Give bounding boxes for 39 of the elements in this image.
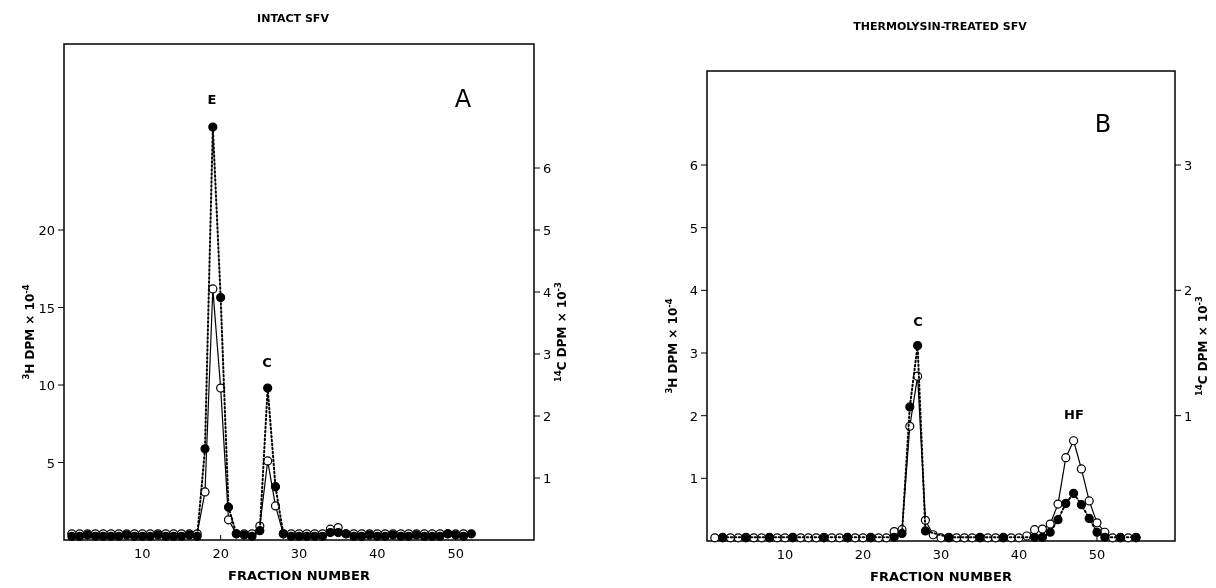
y2-tick-label: 1	[543, 471, 552, 486]
x-tick-label: 30	[932, 547, 950, 562]
annotation: B	[1094, 110, 1112, 138]
x-axis-title: FRACTION NUMBER	[870, 569, 1012, 584]
x-tick-label: 50	[447, 546, 464, 561]
y2-tick-label: 4	[543, 285, 552, 300]
x-tick-label: 10	[134, 546, 151, 561]
annotation: C	[913, 314, 923, 329]
y2-tick-label: 5	[543, 223, 552, 238]
y-tick-label: 1	[689, 471, 698, 487]
x-tick-label: 20	[854, 547, 872, 562]
y-tick-label: 20	[38, 223, 55, 238]
y-tick-label: 6	[689, 158, 698, 173]
y-tick-label: 15	[38, 300, 55, 316]
annotation: A	[454, 85, 472, 113]
y2-tick-label: 2	[1184, 283, 1193, 299]
y-tick-label: 2	[689, 408, 698, 424]
y-tick-label: 5	[689, 220, 698, 236]
y2-tick-label: 3	[543, 347, 552, 362]
x-tick-label: 40	[1010, 547, 1028, 562]
annotation: C	[262, 355, 272, 370]
annotation: E	[207, 92, 217, 107]
x-tick-label: 50	[1088, 547, 1106, 562]
x-tick-label: 20	[212, 546, 229, 561]
y2-tick-label: 2	[543, 409, 552, 424]
x-tick-label: 30	[290, 546, 308, 561]
y2-tick-label: 3	[1184, 158, 1193, 173]
y2-tick-label: 6	[543, 161, 552, 176]
x-tick-label: 40	[369, 546, 386, 561]
y-tick-label: 4	[689, 283, 698, 299]
chart-title: INTACT SFV	[257, 12, 330, 25]
y-tick-label: 5	[46, 455, 55, 471]
chart-title: THERMOLYSIN-TREATED SFV	[853, 20, 1028, 33]
x-tick-label: 10	[776, 547, 794, 562]
x-axis-title: FRACTION NUMBER	[228, 568, 370, 583]
annotation: HF	[1064, 407, 1084, 422]
y-tick-label: 10	[38, 378, 55, 393]
y2-tick-label: 1	[1184, 408, 1193, 424]
y-tick-label: 3	[689, 346, 698, 361]
